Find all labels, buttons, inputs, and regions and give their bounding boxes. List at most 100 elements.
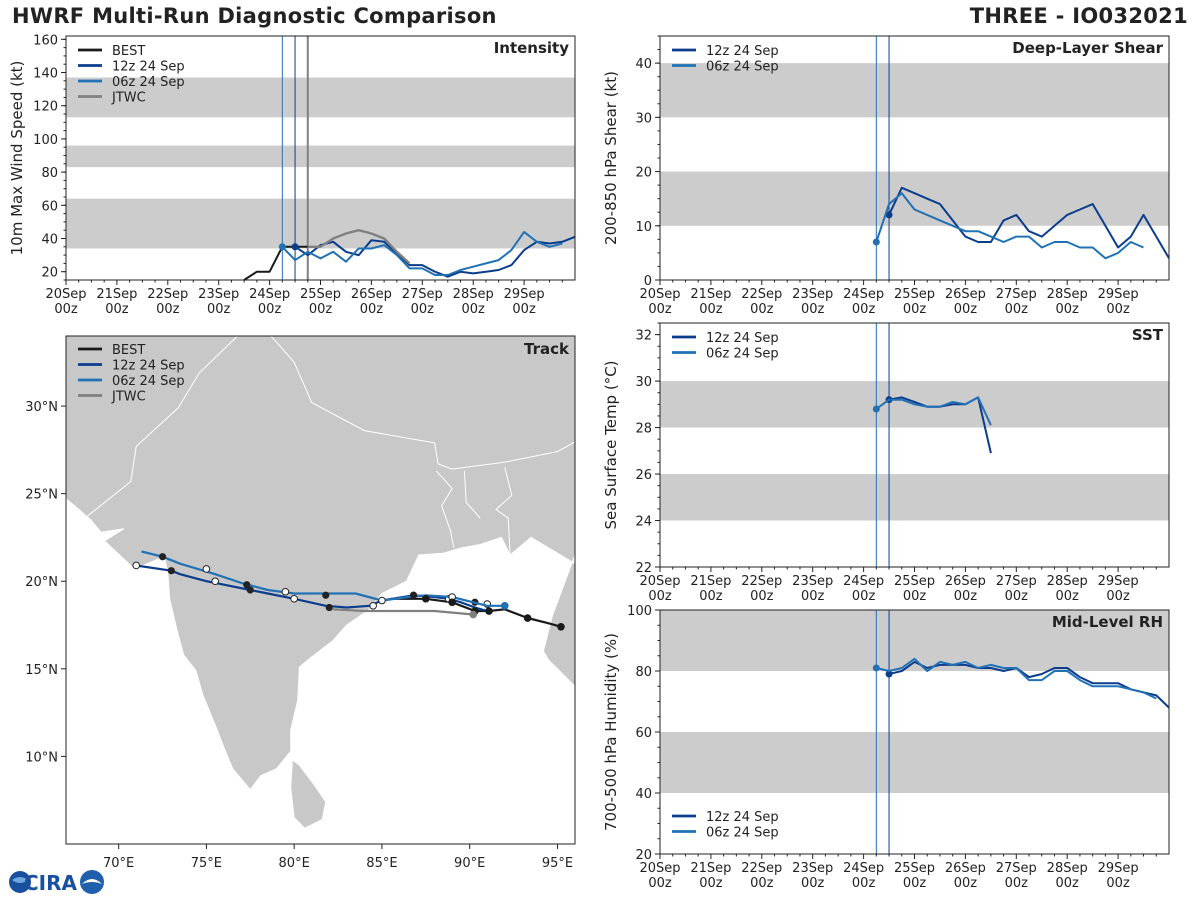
intensity-ytick-label: 120 — [33, 100, 58, 115]
track-map — [66, 336, 575, 844]
rh-xtick-day: 24Sep — [843, 861, 884, 876]
logo-text: CIRA — [24, 871, 78, 895]
intensity-legend-label: 12z 24 Sep — [112, 60, 185, 75]
intensity-series-run12 — [294, 235, 576, 278]
track-border-line — [86, 336, 575, 517]
rh-panel: 2040608010020Sep00z21Sep00z22Sep00z23Sep… — [602, 604, 1170, 891]
track-point-filled — [322, 591, 330, 599]
sst-xtick-hour: 00z — [852, 589, 876, 604]
shear-band — [660, 63, 1169, 118]
rh-xtick-hour: 00z — [903, 876, 927, 891]
shear-xtick-hour: 00z — [801, 302, 825, 317]
sst-xtick-day: 20Sep — [639, 574, 680, 589]
rh-xtick-hour: 00z — [852, 876, 876, 891]
sst-ytick-label: 32 — [635, 329, 652, 344]
shear-xtick-hour: 00z — [1005, 302, 1029, 317]
intensity-xtick-day: 21Sep — [96, 287, 137, 302]
track-point-open — [211, 577, 219, 586]
shear-xtick-day: 27Sep — [996, 287, 1037, 302]
track-best-point — [485, 607, 493, 615]
sst-series-start-point — [872, 405, 880, 413]
sst-ylabel: Sea Surface Temp (°C) — [602, 360, 620, 529]
intensity-xtick-day: 27Sep — [402, 287, 443, 302]
sst-ytick-label: 30 — [635, 375, 652, 390]
rh-legend-label: 12z 24 Sep — [706, 810, 779, 825]
shear-xtick-hour: 00z — [750, 302, 774, 317]
rh-series-start-point — [872, 664, 880, 672]
shear-ytick-label: 20 — [635, 166, 652, 181]
intensity-xtick-day: 26Sep — [351, 287, 392, 302]
shear-series-start-point — [872, 238, 880, 246]
shear-xtick-day: 26Sep — [945, 287, 986, 302]
track-border-line — [495, 467, 513, 556]
track-title: Track — [524, 340, 570, 358]
shear-xtick-day: 28Sep — [1047, 287, 1088, 302]
intensity-ytick-label: 100 — [33, 133, 58, 148]
sst-xtick-day: 22Sep — [741, 574, 782, 589]
shear-xtick-hour: 00z — [699, 302, 723, 317]
shear-legend-label: 12z 24 Sep — [706, 44, 779, 59]
shear-xtick-hour: 00z — [1056, 302, 1080, 317]
shear-title: Deep-Layer Shear — [1012, 39, 1163, 57]
track-line-jtwc — [332, 608, 474, 616]
rh-xtick-day: 23Sep — [792, 861, 833, 876]
rh-series-run06 — [876, 657, 1157, 700]
track-xtick-label: 70°E — [103, 856, 134, 871]
track-point-filled — [158, 553, 167, 561]
track-sri-lanka — [290, 758, 327, 829]
intensity-title: Intensity — [494, 39, 570, 57]
intensity-ytick-label: 20 — [41, 266, 58, 281]
page-title: HWRF Multi-Run Diagnostic Comparison — [12, 4, 497, 28]
intensity-ytick-label: 80 — [41, 166, 58, 181]
intensity-xtick-day: 20Sep — [45, 287, 86, 302]
rh-xtick-day: 28Sep — [1047, 861, 1088, 876]
track-legend-label: 06z 24 Sep — [112, 374, 185, 389]
shear-ytick-label: 30 — [635, 111, 652, 126]
intensity-ytick-label: 60 — [41, 199, 58, 214]
sst-xtick-hour: 00z — [1056, 589, 1080, 604]
sst-band — [660, 474, 1169, 521]
shear-xtick-day: 22Sep — [741, 287, 782, 302]
track-06z-start — [500, 601, 509, 610]
rh-series-start-point — [885, 670, 893, 678]
intensity-ytick-label: 40 — [41, 233, 58, 248]
track-ytick-label: 30°N — [25, 400, 58, 415]
rh-xtick-hour: 00z — [1106, 876, 1130, 891]
sst-xtick-day: 27Sep — [996, 574, 1037, 589]
shear-ylabel: 200-850 hPa Shear (kt) — [602, 71, 620, 245]
sst-xtick-hour: 00z — [903, 589, 927, 604]
rh-ytick-label: 100 — [627, 604, 652, 619]
sst-series-run06 — [875, 396, 992, 426]
track-border-line — [435, 470, 455, 549]
intensity-xtick-hour: 00z — [105, 302, 129, 317]
shear-band — [660, 171, 1169, 226]
sst-xtick-hour: 00z — [648, 589, 672, 604]
rh-xtick-day: 20Sep — [639, 861, 680, 876]
sst-xtick-day: 21Sep — [690, 574, 731, 589]
intensity-xtick-hour: 00z — [258, 302, 282, 317]
intensity-xtick-hour: 00z — [360, 302, 384, 317]
track-point-filled — [246, 586, 254, 594]
intensity-panel: 2040608010012014016020Sep00z21Sep00z22Se… — [8, 33, 576, 317]
sst-xtick-hour: 00z — [1005, 589, 1029, 604]
rh-legend-label: 06z 24 Sep — [706, 826, 779, 841]
track-xtick-label: 80°E — [279, 856, 310, 871]
rh-xtick-day: 26Sep — [945, 861, 986, 876]
intensity-xtick-day: 28Sep — [453, 287, 494, 302]
rh-ytick-label: 20 — [635, 848, 652, 863]
track-frame — [65, 335, 576, 845]
shear-xtick-hour: 00z — [648, 302, 672, 317]
rh-xtick-hour: 00z — [954, 876, 978, 891]
intensity-xtick-day: 29Sep — [504, 287, 545, 302]
intensity-ylabel: 10m Max Wind Speed (kt) — [8, 61, 26, 256]
rh-xtick-hour: 00z — [1005, 876, 1029, 891]
cira-logo: CIRA — [9, 870, 104, 895]
sst-xtick-hour: 00z — [801, 589, 825, 604]
sst-xtick-day: 28Sep — [1047, 574, 1088, 589]
intensity-xtick-hour: 00z — [462, 302, 486, 317]
intensity-xtick-day: 24Sep — [249, 287, 290, 302]
shear-xtick-day: 20Sep — [639, 287, 680, 302]
track-ytick-label: 20°N — [25, 575, 58, 590]
rh-ytick-label: 60 — [635, 726, 652, 741]
intensity-xtick-hour: 00z — [54, 302, 78, 317]
